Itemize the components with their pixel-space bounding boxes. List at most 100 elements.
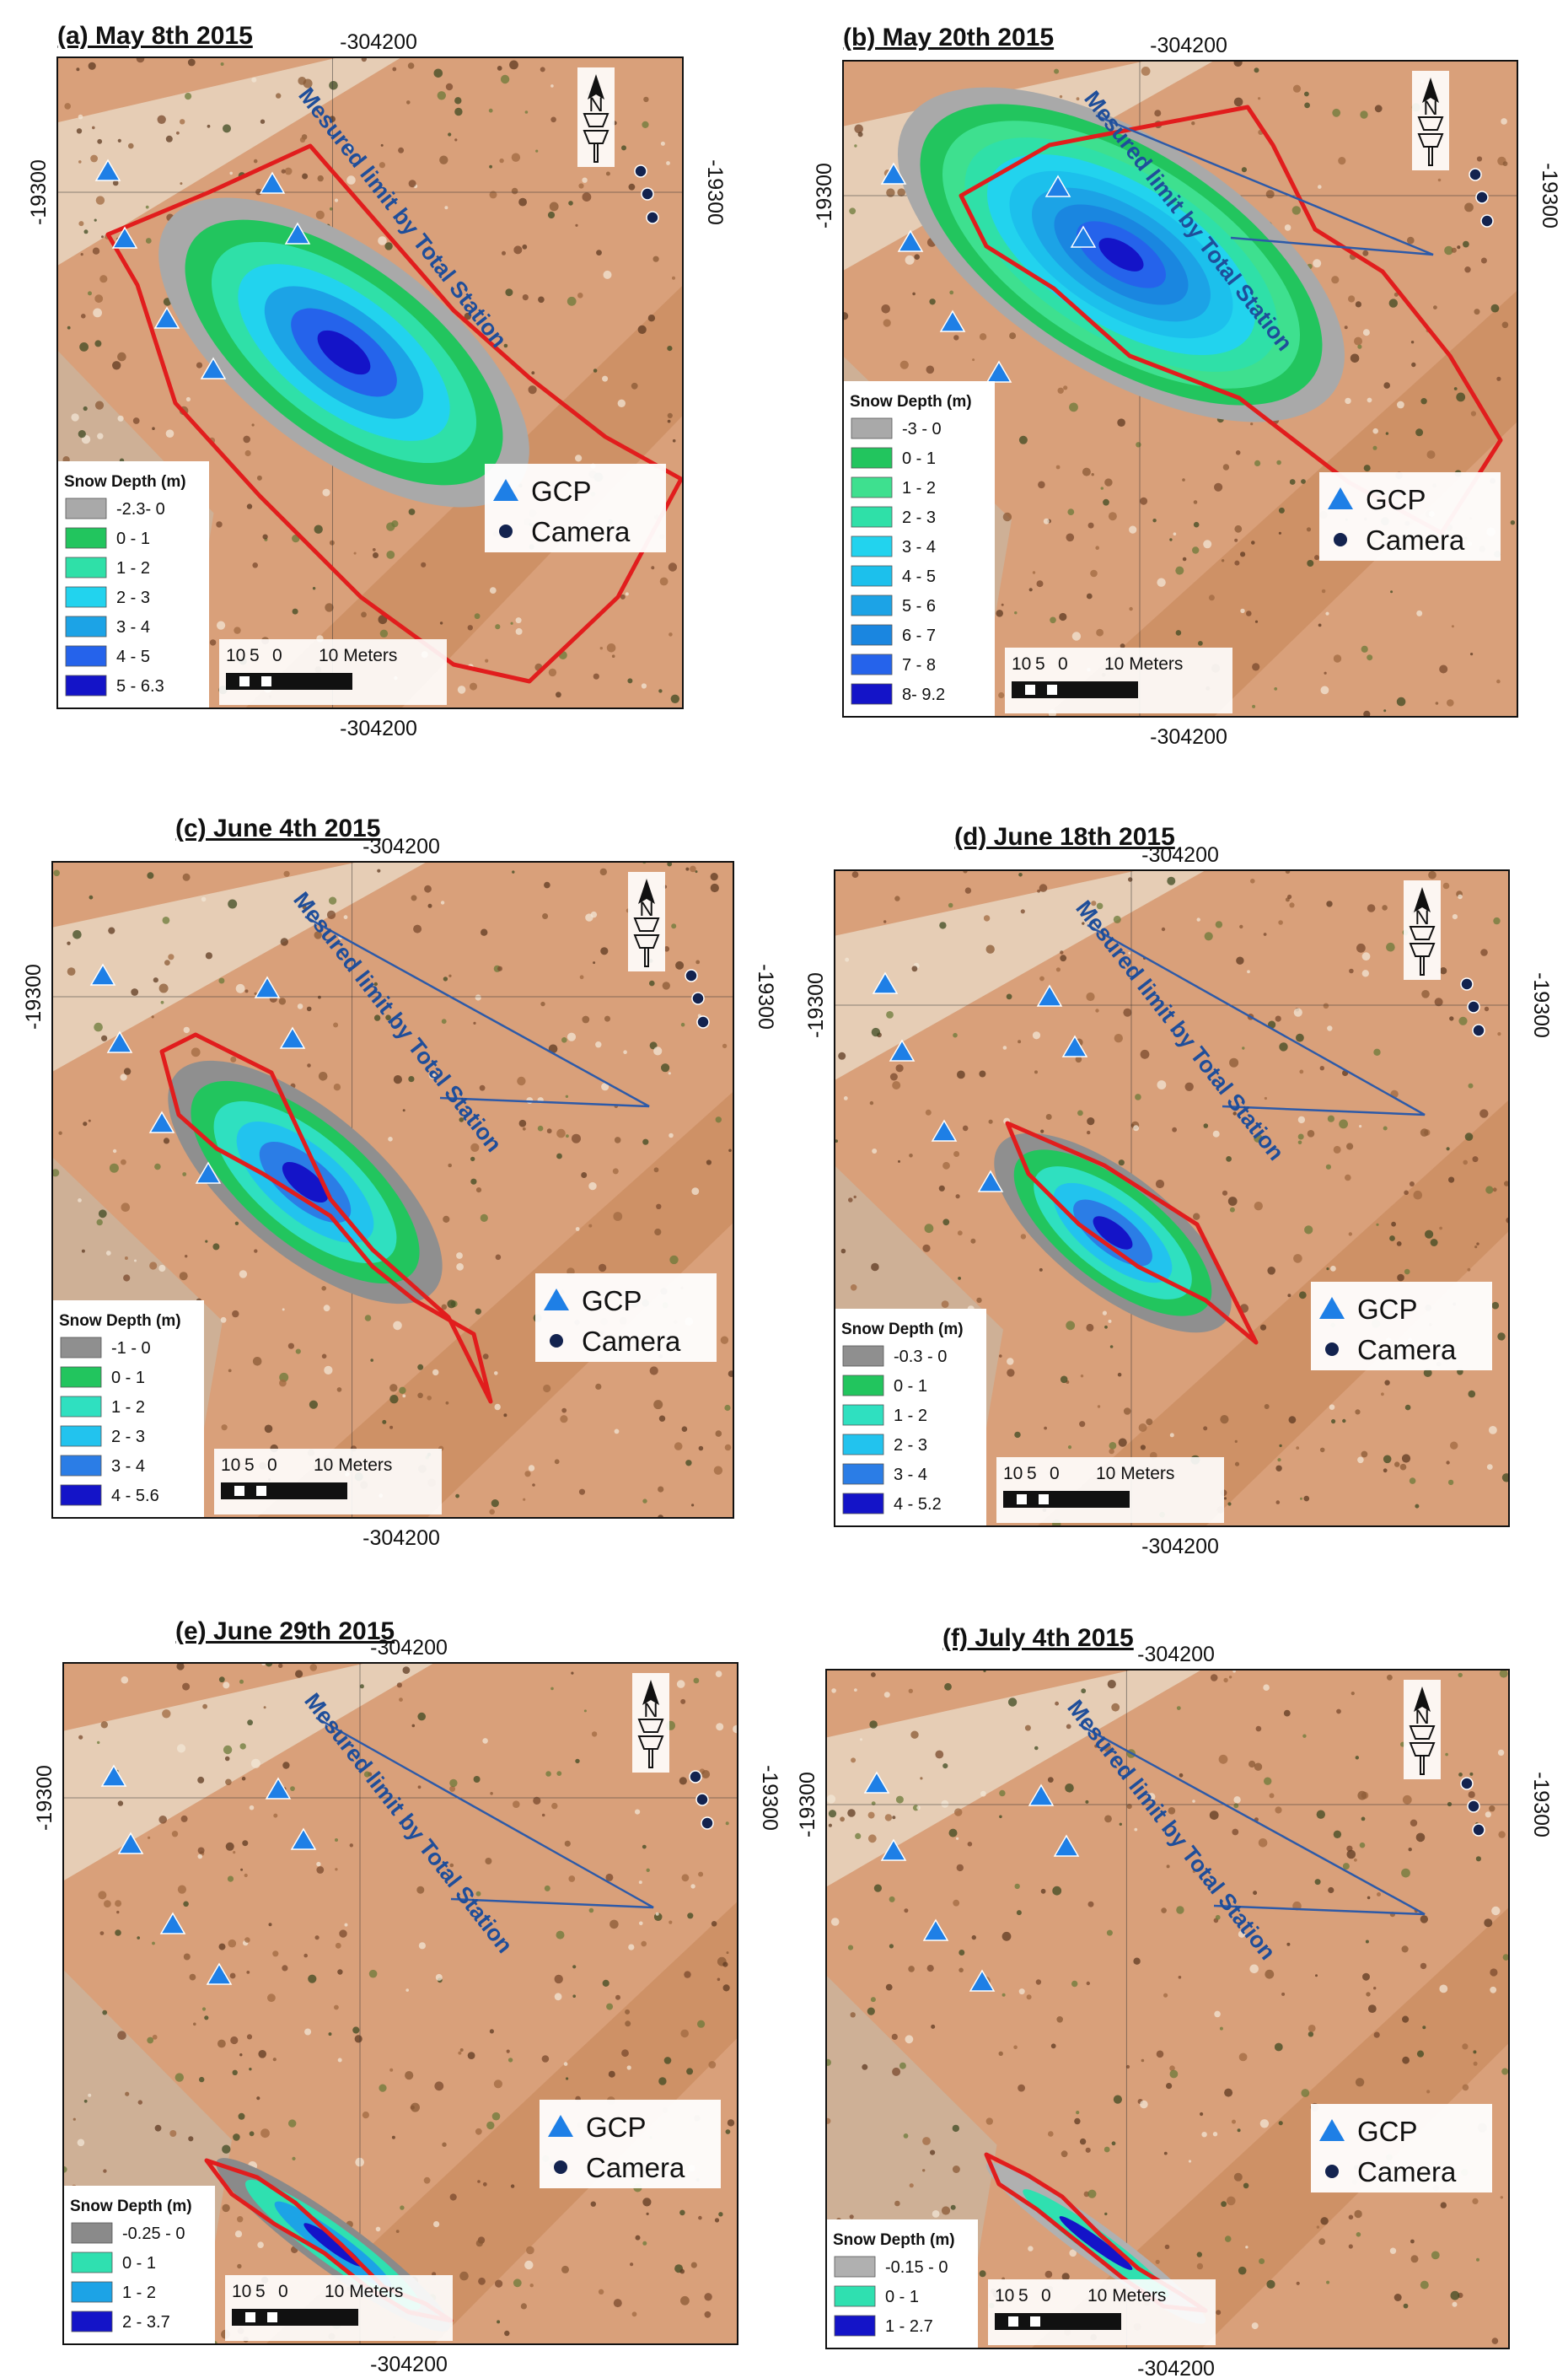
vegetation-speck bbox=[653, 1400, 663, 1410]
vegetation-speck bbox=[197, 1776, 205, 1784]
legend-item-label: -0.25 - 0 bbox=[122, 2225, 185, 2243]
scale-bar-fill bbox=[1012, 681, 1138, 698]
vegetation-speck bbox=[389, 1395, 399, 1404]
vegetation-speck bbox=[1355, 1756, 1359, 1760]
gcp-marker bbox=[106, 1030, 133, 1053]
vegetation-speck bbox=[439, 621, 443, 625]
vegetation-speck bbox=[1381, 1392, 1384, 1396]
vegetation-speck bbox=[1342, 1418, 1346, 1423]
vegetation-speck bbox=[950, 2204, 956, 2210]
vegetation-speck bbox=[1192, 1800, 1195, 1803]
vegetation-speck bbox=[1104, 1325, 1108, 1329]
vegetation-speck bbox=[72, 2117, 76, 2121]
gcp-marker bbox=[1028, 1784, 1055, 1806]
vegetation-speck bbox=[1061, 2273, 1070, 2281]
vegetation-speck bbox=[407, 62, 415, 69]
vegetation-speck bbox=[437, 91, 446, 100]
vegetation-speck bbox=[240, 1868, 244, 1871]
vegetation-speck bbox=[1232, 2119, 1236, 2124]
vegetation-speck bbox=[326, 910, 336, 919]
vegetation-speck bbox=[1434, 998, 1443, 1007]
vegetation-speck bbox=[489, 2029, 494, 2034]
vegetation-speck bbox=[361, 57, 367, 62]
vegetation-speck bbox=[1057, 387, 1064, 394]
vegetation-speck bbox=[53, 869, 60, 877]
vegetation-speck bbox=[1300, 1497, 1302, 1500]
vegetation-speck bbox=[1086, 1981, 1090, 1986]
north-arrow-head bbox=[1414, 1687, 1431, 1712]
vegetation-speck bbox=[615, 1994, 620, 2000]
vegetation-speck bbox=[221, 1424, 228, 1431]
vegetation-speck bbox=[79, 342, 89, 352]
vegetation-speck bbox=[1024, 1724, 1031, 1731]
vegetation-speck bbox=[94, 294, 104, 304]
vegetation-speck bbox=[1091, 473, 1094, 476]
vegetation-speck bbox=[1208, 594, 1215, 601]
vegetation-speck bbox=[1250, 879, 1255, 884]
vegetation-speck bbox=[1415, 1504, 1420, 1509]
vegetation-speck bbox=[1297, 1116, 1306, 1124]
legend-item-label: 2 - 3.7 bbox=[122, 2313, 170, 2332]
vegetation-speck bbox=[148, 1836, 151, 1839]
vegetation-speck bbox=[1125, 2064, 1130, 2069]
vegetation-speck bbox=[1161, 1907, 1167, 1913]
vegetation-speck bbox=[520, 2303, 528, 2310]
vegetation-speck bbox=[1318, 2238, 1326, 2246]
vegetation-speck bbox=[652, 256, 659, 262]
vegetation-speck bbox=[391, 2135, 395, 2139]
vegetation-speck bbox=[329, 896, 337, 905]
vegetation-speck bbox=[1232, 1111, 1237, 1116]
vegetation-speck bbox=[165, 135, 173, 143]
vegetation-speck bbox=[402, 1109, 405, 1112]
vegetation-speck bbox=[1026, 1994, 1032, 2000]
north-arrow-icon: N bbox=[577, 67, 615, 167]
vegetation-speck bbox=[899, 2062, 906, 2069]
vegetation-speck bbox=[1275, 1465, 1282, 1471]
vegetation-speck bbox=[1255, 1725, 1262, 1732]
vegetation-speck bbox=[318, 1072, 328, 1081]
legend-swatch bbox=[65, 586, 107, 608]
vegetation-speck bbox=[849, 2214, 854, 2219]
vegetation-speck bbox=[847, 1945, 854, 1950]
vegetation-speck bbox=[1355, 301, 1361, 308]
vegetation-speck bbox=[1499, 1670, 1508, 1678]
vegetation-speck bbox=[643, 96, 649, 103]
vegetation-speck bbox=[1278, 920, 1283, 925]
vegetation-speck bbox=[1239, 924, 1243, 929]
vegetation-speck bbox=[1361, 645, 1368, 653]
legend-item-label: 1 - 2 bbox=[122, 2284, 156, 2302]
vegetation-speck bbox=[676, 1680, 685, 1688]
legend-swatch bbox=[65, 498, 107, 519]
vegetation-speck bbox=[154, 1163, 161, 1170]
vegetation-speck bbox=[1164, 2244, 1170, 2250]
vegetation-speck bbox=[942, 1219, 950, 1226]
vegetation-speck bbox=[1182, 557, 1187, 562]
vegetation-speck bbox=[1491, 1906, 1501, 1916]
vegetation-speck bbox=[583, 1709, 587, 1713]
vegetation-speck bbox=[1059, 612, 1067, 621]
vegetation-speck bbox=[1095, 546, 1099, 550]
vegetation-speck bbox=[475, 2128, 482, 2135]
vegetation-speck bbox=[493, 2079, 502, 2089]
vegetation-speck bbox=[1128, 877, 1133, 882]
vegetation-speck bbox=[1133, 1125, 1140, 1132]
vegetation-speck bbox=[1396, 1241, 1402, 1246]
vegetation-speck bbox=[1006, 993, 1012, 1000]
vegetation-speck bbox=[654, 1228, 662, 1236]
vegetation-speck bbox=[361, 611, 367, 618]
vegetation-speck bbox=[439, 155, 448, 164]
vegetation-speck bbox=[1452, 2301, 1458, 2307]
vegetation-speck bbox=[635, 2235, 641, 2241]
vegetation-speck bbox=[1086, 593, 1093, 600]
camera-key-icon bbox=[554, 2160, 567, 2174]
vegetation-speck bbox=[899, 360, 909, 369]
vegetation-speck bbox=[385, 1014, 391, 1020]
vegetation-speck bbox=[894, 2200, 900, 2207]
legend-item-label: 2 - 3 bbox=[902, 508, 936, 527]
gcp-marker bbox=[922, 1918, 949, 1941]
vegetation-speck bbox=[843, 312, 849, 320]
vegetation-speck bbox=[316, 1861, 321, 1867]
vegetation-speck bbox=[1464, 202, 1474, 213]
vegetation-speck bbox=[1491, 1301, 1500, 1310]
